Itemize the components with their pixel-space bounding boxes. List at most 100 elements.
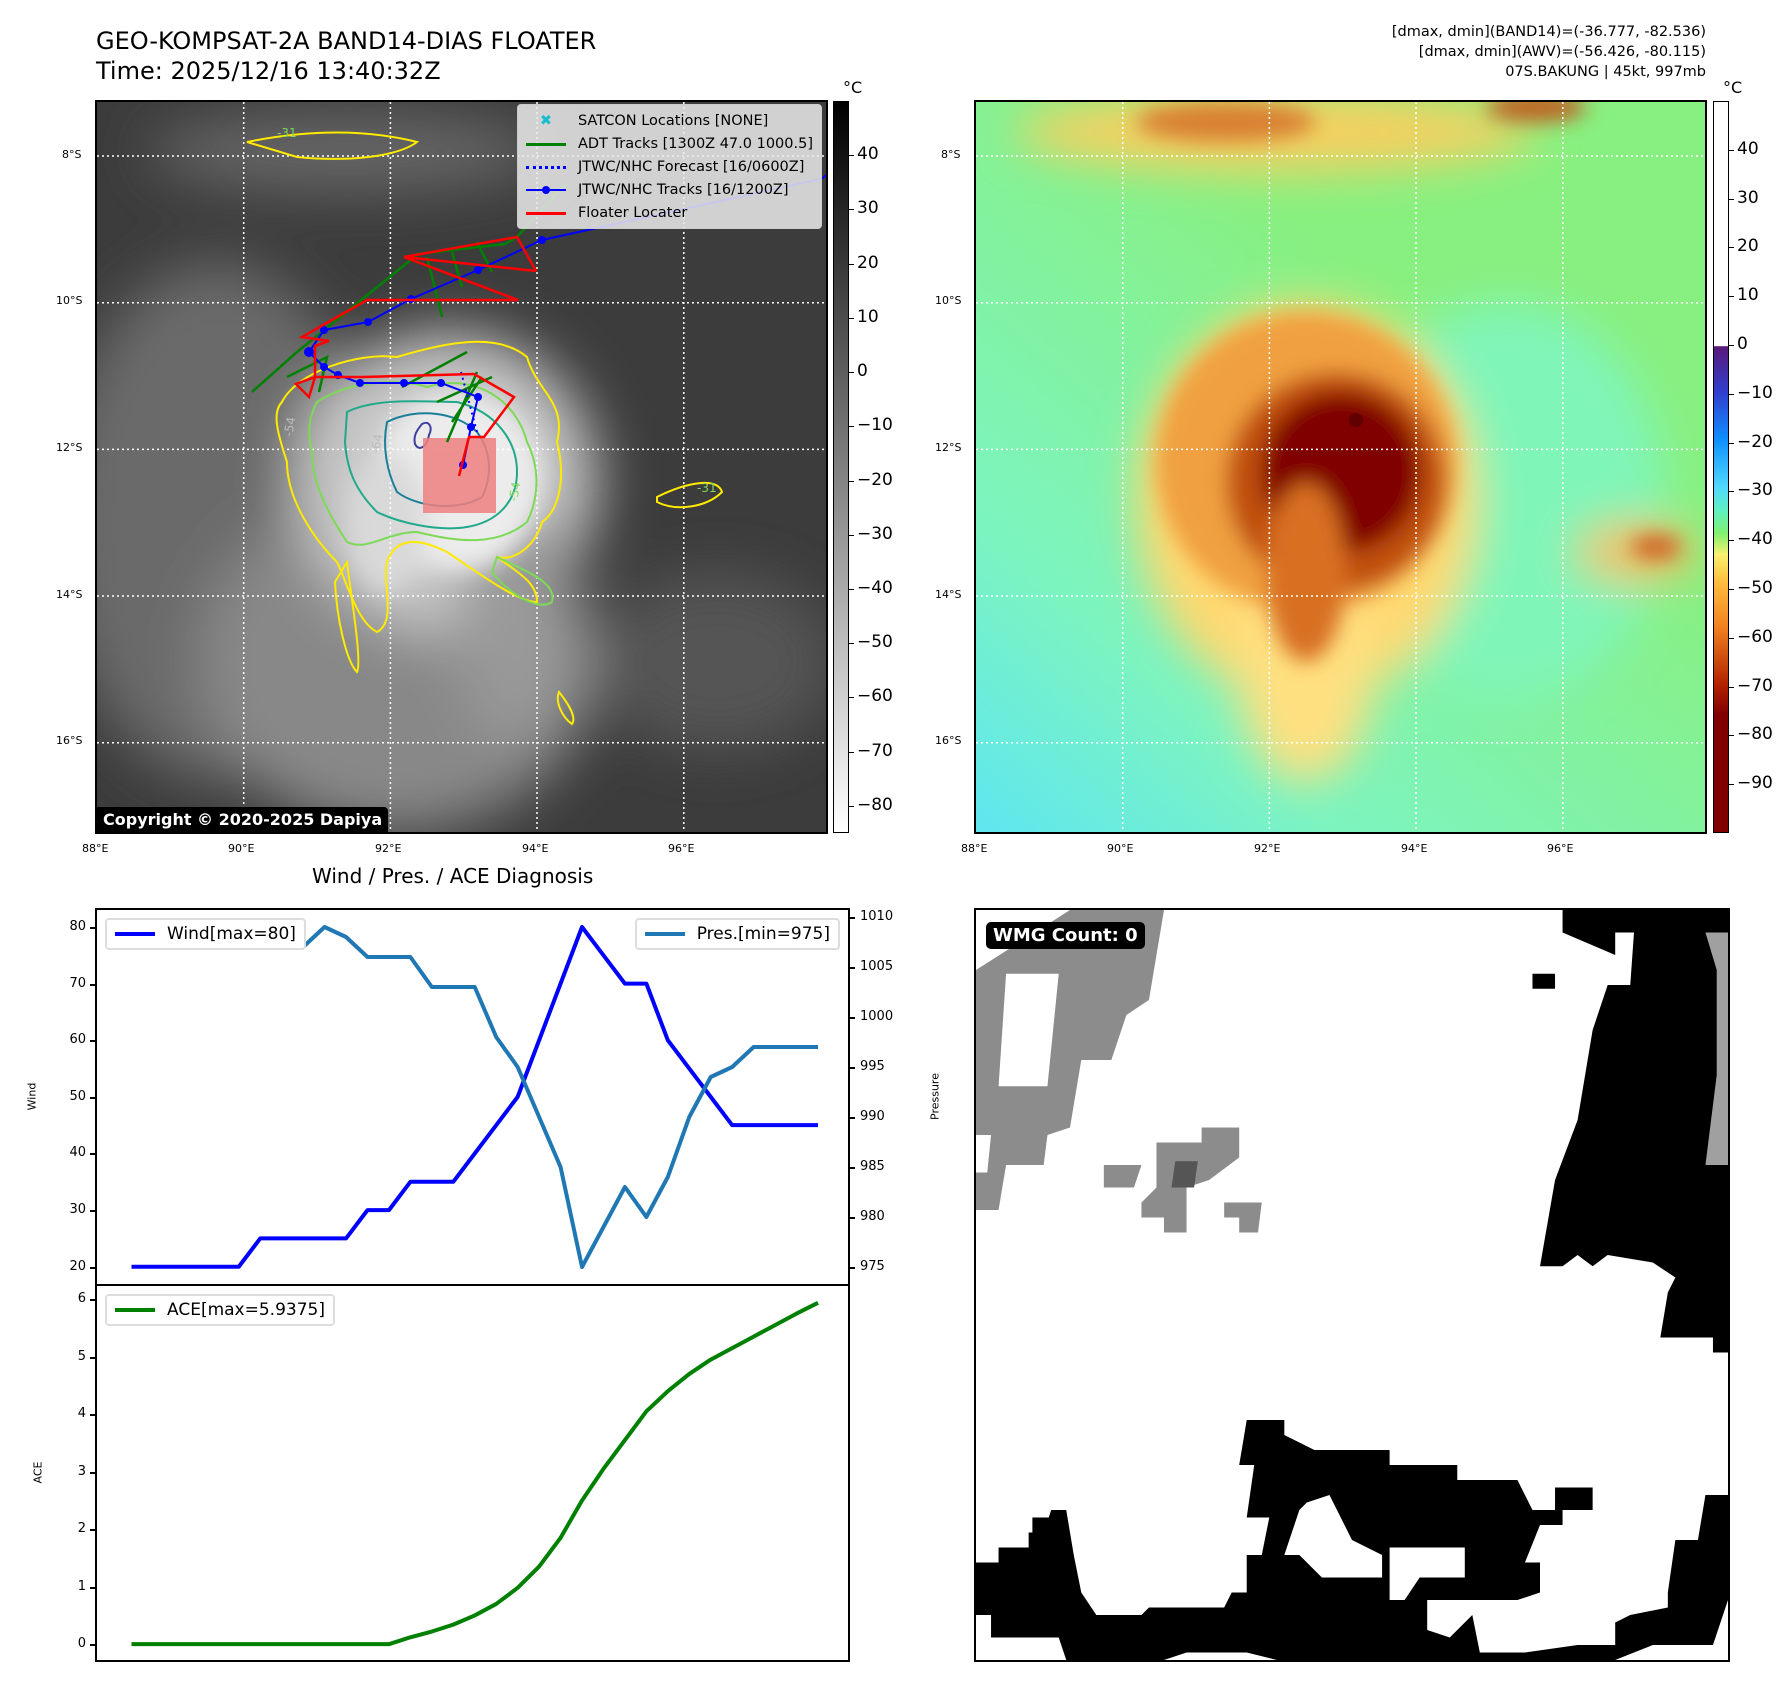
legend-label: Floater Locater (577, 204, 688, 221)
axis-tick-label: 50 (69, 1088, 86, 1104)
wind-axis-label: Wind (25, 1082, 39, 1111)
lon-label: 90°E (1107, 842, 1134, 855)
lon-label: 88°E (82, 842, 109, 855)
axis-tick-label: 5 (77, 1348, 86, 1364)
colorbar-tick (1729, 686, 1734, 688)
colorbar-tick-label: 30 (1737, 187, 1759, 208)
colorbar-tick (1729, 296, 1734, 298)
colorbar-tick (1729, 247, 1734, 249)
legend-item-satcon: ✖ SATCON Locations [NONE] (526, 109, 813, 132)
colorbar-tick (1729, 345, 1734, 346)
ace-axis-label: ACE (31, 1461, 45, 1484)
legend-label: ADT Tracks [1300Z 47.0 1000.5] (577, 135, 813, 152)
line-icon (115, 1308, 155, 1312)
axis-tick (850, 917, 855, 919)
colorbar-tick-label: −30 (857, 523, 893, 544)
colorbar-tick (849, 372, 854, 374)
axis-tick (850, 1267, 855, 1269)
lon-label: 90°E (228, 842, 255, 855)
graticule (97, 102, 826, 832)
graticule (976, 102, 1705, 832)
lat-label: 8°S (941, 148, 961, 161)
axis-tick-label: 6 (77, 1291, 86, 1307)
colorbar-tick-label: 10 (857, 306, 879, 327)
axis-tick (90, 1529, 95, 1532)
wmg-count-badge: WMG Count: 0 (986, 922, 1145, 949)
colorbar-tick-label: −40 (1737, 529, 1773, 550)
colorbar-tick (849, 643, 854, 645)
axis-tick-label: 0 (77, 1636, 86, 1652)
legend-item-floater: Floater Locater (525, 201, 813, 224)
colorbar-tick (1729, 393, 1734, 395)
lat-label: 12°S (935, 441, 962, 454)
x-marker-icon: ✖ (539, 112, 553, 129)
colorbar-tick (1729, 442, 1734, 444)
axis-tick (90, 1210, 95, 1213)
colorbar-tick (849, 480, 854, 482)
lon-label: 96°E (668, 842, 695, 855)
info-block: [dmax, dmin](BAND14)=(-36.777, -82.536) … (1392, 22, 1706, 82)
colorbar-tick-label: 30 (857, 198, 879, 219)
axis-tick (90, 1471, 95, 1474)
colorbar-tick (849, 751, 854, 753)
legend-label: JTWC/NHC Forecast [16/0600Z] (577, 158, 805, 175)
wind-line (131, 924, 818, 1269)
ace-legend: ACE[max=5.9375] (105, 1294, 335, 1326)
colorbar-tick (1729, 198, 1734, 200)
colorbar-tick (1729, 637, 1734, 639)
axis-tick-label: 1010 (860, 909, 894, 924)
colorbar-tick (849, 805, 854, 807)
colorbar-tick (1729, 735, 1734, 737)
legend-item-adt: ADT Tracks [1300Z 47.0 1000.5] (525, 132, 813, 155)
storm-info: 07S.BAKUNG | 45kt, 997mb (1505, 64, 1706, 80)
axis-tick-label: 70 (69, 975, 86, 991)
colorbar-tick (849, 534, 854, 536)
colorbar-tick-label: −70 (1737, 675, 1773, 696)
colorbar-unit: °C (843, 78, 863, 97)
colorbar-tick-label: −50 (857, 632, 893, 653)
lat-label: 12°S (56, 441, 83, 454)
colorbar-tick-label: 40 (857, 144, 879, 165)
colorbar-tick (1729, 149, 1734, 151)
colorbar-tick-label: −60 (857, 686, 893, 707)
line-dot-icon (525, 183, 566, 197)
colorbar-tick-label: 0 (1737, 334, 1748, 354)
wmg-mask (976, 910, 1728, 1660)
contour-label: -31 (697, 481, 717, 495)
axis-tick-label: 995 (860, 1059, 885, 1074)
axis-tick (90, 1356, 95, 1359)
temperature-contours (246, 131, 724, 726)
axis-tick-label: 40 (69, 1145, 86, 1161)
colorbar-tick (1729, 589, 1734, 590)
axis-tick (90, 1299, 95, 1302)
colorbar-tick-label: −20 (857, 469, 893, 490)
lon-label: 96°E (1547, 842, 1574, 855)
legend-label: JTWC/NHC Tracks [16/1200Z] (577, 181, 789, 198)
colorbar-tick-label: −10 (857, 415, 893, 436)
axis-tick (90, 926, 95, 929)
colorbar-tick-label: 0 (857, 361, 868, 382)
axis-tick (90, 1040, 95, 1043)
axis-tick (850, 967, 855, 969)
ace-plot (131, 1301, 819, 1647)
axis-tick (90, 1586, 95, 1589)
jtwc-forecast (460, 371, 478, 433)
wind-pressure-plot (131, 924, 818, 1269)
colorbar-tick-label: 20 (857, 252, 879, 273)
legend-label: Pres.[min=975] (696, 924, 830, 944)
colorbar-tick-label: −50 (1737, 578, 1773, 598)
colorbar-tick (1729, 540, 1734, 542)
wmg-panel: WMG Count: 0 (974, 908, 1730, 1662)
pressure-line (131, 925, 818, 1269)
lat-label: 8°S (62, 148, 82, 161)
lon-label: 94°E (1401, 842, 1428, 855)
lat-label: 16°S (935, 734, 962, 747)
colorbar-tick (849, 317, 854, 319)
ace-line (131, 1301, 819, 1647)
lat-label: 10°S (56, 294, 83, 307)
lat-label: 14°S (56, 588, 83, 601)
chart-title: Wind / Pres. / ACE Diagnosis (312, 864, 594, 888)
axis-tick-label: 3 (77, 1463, 86, 1479)
legend-item-jtwc-tracks: JTWC/NHC Tracks [16/1200Z] (525, 178, 813, 201)
axis-tick (90, 1266, 95, 1269)
